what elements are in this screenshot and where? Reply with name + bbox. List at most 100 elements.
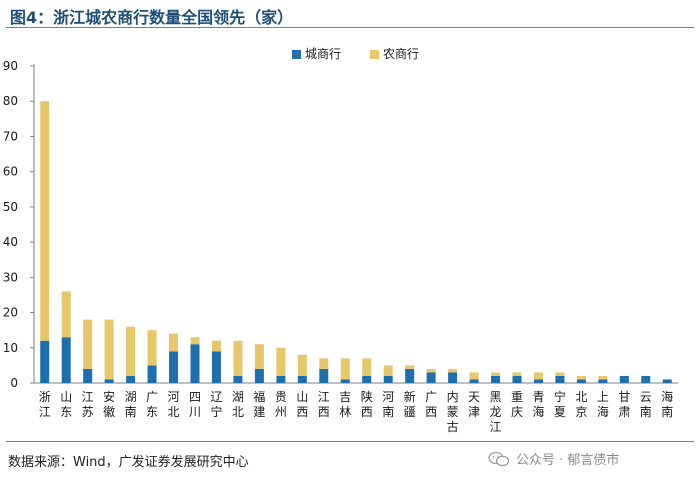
x-category-label: 青海 — [532, 390, 544, 419]
x-category-label: 江西 — [318, 390, 330, 419]
bar-city-bank — [126, 375, 136, 383]
x-category-label: 湖南 — [125, 389, 137, 419]
x-category-label: 广西 — [425, 390, 437, 419]
y-tick-label: 90 — [3, 59, 18, 73]
x-category-label: 海南 — [661, 389, 673, 419]
bar-rural-bank — [362, 358, 372, 376]
bar-rural-bank — [83, 319, 93, 369]
x-category-label: 上海 — [597, 390, 609, 419]
y-tick-label: 70 — [3, 129, 18, 143]
watermark: 公众号 · 郁言债市 — [488, 449, 619, 468]
legend-label: 城商行 — [305, 46, 341, 61]
bar-city-bank — [297, 375, 307, 383]
stacked-bar-chart: 0 10 20 30 40 50 60 70 80 90 浙江山东江苏安徽湖南广东河北四川辽宁湖北… — [3, 46, 678, 434]
bar-rural-bank — [405, 365, 415, 369]
x-category-label: 重庆 — [511, 390, 523, 419]
bar-rural-bank — [233, 340, 243, 376]
bar-city-bank — [83, 368, 93, 383]
x-category-label: 广东 — [146, 390, 158, 419]
wechat-icon — [488, 451, 510, 466]
x-category-label: 福建 — [253, 389, 265, 419]
x-category-label: 江苏 — [82, 390, 94, 419]
bar-city-bank — [512, 375, 522, 383]
bar-rural-bank — [469, 372, 479, 380]
bar-city-bank — [61, 337, 71, 383]
bar-city-bank — [641, 375, 651, 383]
bar-rural-bank — [104, 319, 114, 380]
bar-city-bank — [169, 351, 179, 383]
footer-divider — [6, 441, 694, 442]
x-category-label: 辽宁 — [210, 390, 222, 419]
y-tick-label: 50 — [3, 200, 18, 214]
x-category-label: 新疆 — [404, 389, 416, 419]
bar-rural-bank — [319, 358, 329, 369]
legend-swatch — [370, 50, 379, 59]
bars — [40, 101, 672, 383]
bar-rural-bank — [491, 372, 501, 376]
bar-rural-bank — [169, 333, 179, 352]
x-category-label: 吉林 — [339, 390, 351, 419]
bar-rural-bank — [448, 368, 458, 373]
y-tick-label: 30 — [3, 270, 18, 284]
bar-rural-bank — [126, 326, 136, 376]
y-tick-label: 80 — [3, 94, 18, 108]
bar-city-bank — [576, 379, 586, 383]
bar-rural-bank — [576, 375, 586, 380]
bar-city-bank — [147, 365, 157, 383]
bar-city-bank — [619, 375, 629, 383]
x-category-label: 黑龙江 — [490, 390, 502, 434]
title-divider — [6, 27, 694, 28]
x-category-label: 宁夏 — [554, 389, 566, 419]
y-tick-label: 10 — [3, 341, 18, 355]
bar-city-bank — [426, 372, 436, 383]
bar-rural-bank — [533, 372, 543, 380]
bar-rural-bank — [254, 344, 264, 369]
bar-city-bank — [405, 368, 415, 383]
bar-city-bank — [491, 375, 501, 383]
bar-rural-bank — [340, 358, 350, 380]
y-tick-label: 40 — [3, 235, 18, 249]
x-category-label: 天津 — [468, 390, 480, 419]
bar-rural-bank — [512, 372, 522, 376]
bar-city-bank — [555, 375, 565, 383]
x-category-label: 甘肃 — [618, 390, 630, 419]
x-category-label: 北京 — [575, 390, 587, 419]
y-axis: 0 10 20 30 40 50 60 70 80 90 — [3, 59, 35, 390]
watermark-text: 公众号 · 郁言债市 — [516, 453, 620, 468]
bar-city-bank — [662, 379, 672, 383]
bar-city-bank — [340, 379, 350, 383]
x-category-label: 湖北 — [232, 389, 244, 419]
bar-city-bank — [383, 375, 393, 383]
x-category-label: 山东 — [60, 390, 72, 419]
bar-rural-bank — [211, 340, 221, 352]
x-category-label: 浙江 — [39, 390, 51, 419]
bar-city-bank — [533, 379, 543, 383]
x-category-label: 河南 — [382, 390, 394, 419]
x-category-label: 四川 — [189, 390, 201, 419]
legend-swatch — [292, 50, 301, 59]
bar-rural-bank — [383, 365, 393, 376]
x-category-label: 山西 — [296, 390, 308, 419]
legend-label: 农商行 — [383, 46, 419, 61]
bar-rural-bank — [598, 375, 608, 380]
x-category-label: 云南 — [640, 390, 652, 419]
bar-rural-bank — [40, 101, 50, 341]
bar-city-bank — [448, 372, 458, 383]
y-tick-label: 0 — [10, 376, 18, 390]
bar-rural-bank — [190, 337, 200, 345]
bar-rural-bank — [426, 368, 436, 373]
bar-city-bank — [211, 351, 221, 383]
x-category-label: 内蒙古 — [447, 390, 459, 434]
bar-city-bank — [362, 375, 372, 383]
source-note: 数据来源：Wind，广发证券发展研究中心 — [8, 455, 249, 470]
bar-rural-bank — [297, 354, 307, 376]
x-category-label: 安徽 — [103, 389, 115, 419]
bar-rural-bank — [276, 347, 286, 376]
bar-city-bank — [276, 375, 286, 383]
x-axis: 浙江山东江苏安徽湖南广东河北四川辽宁湖北福建贵州山西江西吉林陕西河南新疆广西内蒙… — [34, 382, 678, 434]
figure-title: 图4：浙江城农商行数量全国领先（家） — [10, 8, 294, 27]
x-category-label: 陕西 — [361, 389, 373, 419]
bar-rural-bank — [555, 372, 565, 376]
legend: 城商行 农商行 — [292, 46, 419, 61]
bar-city-bank — [469, 379, 479, 383]
